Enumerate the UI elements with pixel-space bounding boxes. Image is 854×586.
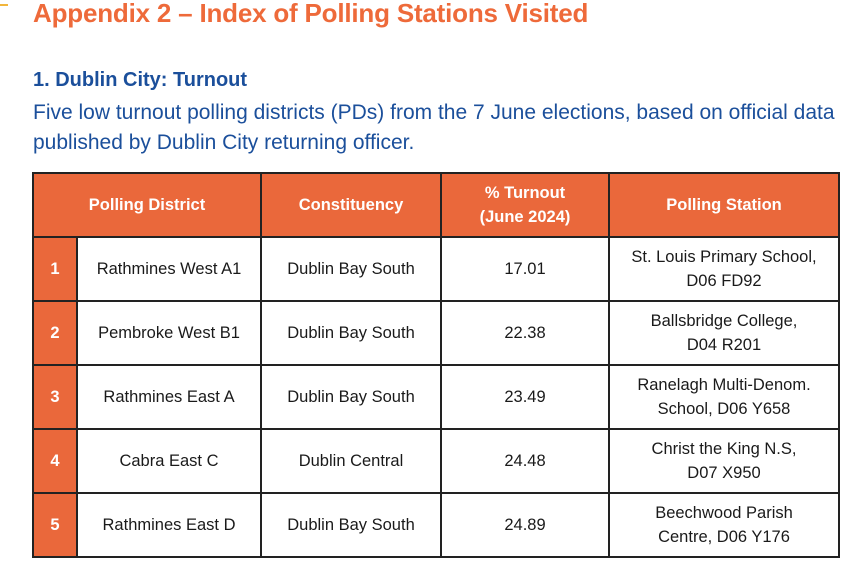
turnout-cell: 24.48 bbox=[440, 428, 610, 494]
table-row: 1 Rathmines West A1 Dublin Bay South 17.01 S… bbox=[32, 236, 840, 302]
page-heading: Appendix 2 – Index of Polling Stations V… bbox=[33, 0, 589, 28]
table-row: 3 Rathmines East A Dublin Bay South 23.49 Ra… bbox=[32, 364, 840, 430]
station-name: St. Louis Primary School, bbox=[631, 248, 817, 266]
row-number: 5 bbox=[32, 492, 78, 558]
polling-station-cell: Beechwood Parish Centre, D06 Y176 bbox=[608, 492, 840, 558]
polling-station-cell: Christ the King N.S, D07 X950 bbox=[608, 428, 840, 494]
header-polling-district: Polling District bbox=[32, 172, 262, 238]
constituency-cell: Dublin Bay South bbox=[260, 364, 442, 430]
station-name: Ballsbridge College, bbox=[650, 312, 798, 330]
polling-station-cell: Ranelagh Multi-Denom. School, D06 Y658 bbox=[608, 364, 840, 430]
station-eircode: D04 R201 bbox=[686, 336, 762, 354]
station-eircode: D06 FD92 bbox=[686, 272, 762, 290]
polling-district-cell: Rathmines East D bbox=[76, 492, 262, 558]
polling-district-cell: Pembroke West B1 bbox=[76, 300, 262, 366]
station-name: Christ the King N.S, bbox=[651, 440, 797, 458]
polling-district-cell: Rathmines East A bbox=[76, 364, 262, 430]
polling-district-cell: Rathmines West A1 bbox=[76, 236, 262, 302]
turnout-cell: 23.49 bbox=[440, 364, 610, 430]
constituency-cell: Dublin Central bbox=[260, 428, 442, 494]
turnout-cell: 22.38 bbox=[440, 300, 610, 366]
header-turnout-line1: % Turnout bbox=[484, 184, 566, 202]
turnout-cell: 17.01 bbox=[440, 236, 610, 302]
row-number: 3 bbox=[32, 364, 78, 430]
header-turnout-line2: (June 2024) bbox=[479, 208, 571, 226]
polling-district-cell: Cabra East C bbox=[76, 428, 262, 494]
station-eircode: D07 X950 bbox=[687, 464, 761, 482]
station-eircode: Centre, D06 Y176 bbox=[658, 528, 790, 546]
station-name: Ranelagh Multi-Denom. bbox=[637, 376, 811, 394]
polling-station-cell: Ballsbridge College, D04 R201 bbox=[608, 300, 840, 366]
header-turnout: % Turnout (June 2024) bbox=[440, 172, 610, 238]
section-title: 1. Dublin City: Turnout bbox=[33, 69, 248, 91]
station-eircode: School, D06 Y658 bbox=[657, 400, 791, 418]
corner-mark bbox=[0, 4, 8, 6]
constituency-cell: Dublin Bay South bbox=[260, 236, 442, 302]
header-constituency: Constituency bbox=[260, 172, 442, 238]
header-polling-station: Polling Station bbox=[608, 172, 840, 238]
table-row: 5 Rathmines East D Dublin Bay South 24.89 Be… bbox=[32, 492, 840, 558]
polling-stations-table: Polling District Constituency % Turnout (… bbox=[32, 172, 840, 558]
turnout-cell: 24.89 bbox=[440, 492, 610, 558]
row-number: 2 bbox=[32, 300, 78, 366]
table-row: 2 Pembroke West B1 Dublin Bay South 22.38 Ba… bbox=[32, 300, 840, 366]
polling-station-cell: St. Louis Primary School, D06 FD92 bbox=[608, 236, 840, 302]
constituency-cell: Dublin Bay South bbox=[260, 492, 442, 558]
section-intro: Five low turnout polling districts (PDs)… bbox=[33, 101, 835, 154]
station-name: Beechwood Parish bbox=[655, 504, 793, 522]
constituency-cell: Dublin Bay South bbox=[260, 300, 442, 366]
table-row: 4 Cabra East C Dublin Central 24.48 Christ t… bbox=[32, 428, 840, 494]
row-number: 4 bbox=[32, 428, 78, 494]
row-number: 1 bbox=[32, 236, 78, 302]
table-header-row: Polling District Constituency % Turnout (… bbox=[32, 172, 840, 238]
